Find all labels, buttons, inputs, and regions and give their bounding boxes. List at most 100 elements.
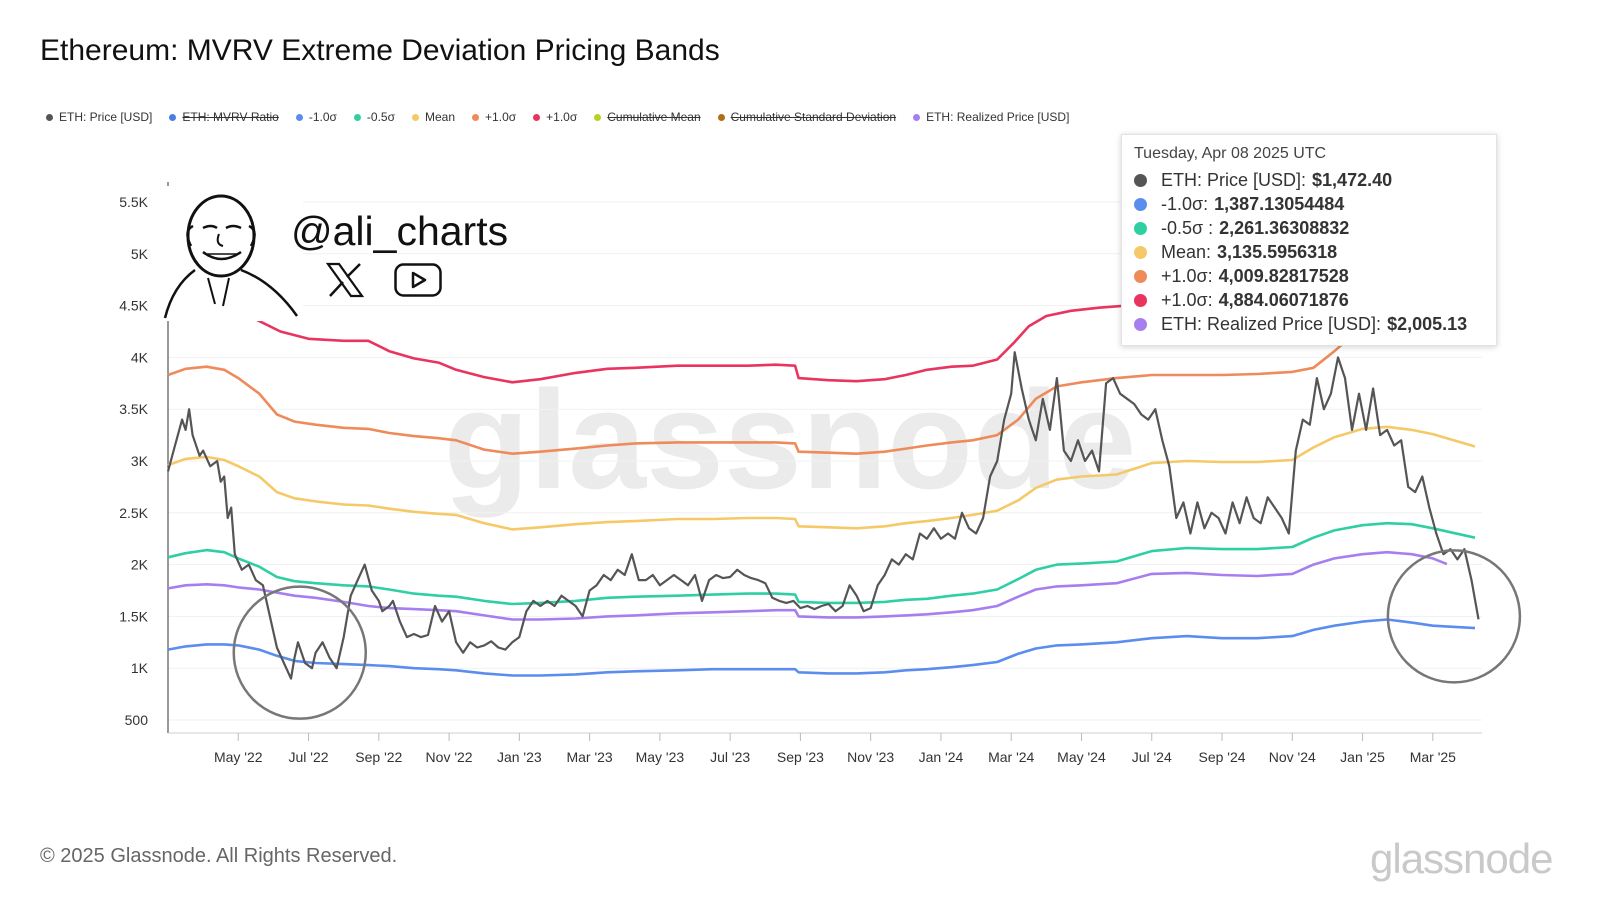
legend-label: ETH: Realized Price [USD] [926,110,1070,124]
tooltip-swatch [1134,317,1147,331]
legend-item[interactable]: +1.0σ [533,110,577,124]
legend-swatch [353,113,361,121]
legend-swatch [169,113,177,121]
x-tick-label: Jan '24 [919,749,964,765]
series-line--1-0- [167,277,1170,384]
series-line--0-5- [167,521,1476,606]
legend-label: Cumulative Standard Deviation [730,110,897,124]
y-tick-label: 4K [131,349,149,365]
x-tick-label: Nov '24 [1269,749,1316,765]
x-tick-label: May '24 [1057,749,1106,765]
tooltip-swatch [1134,293,1147,307]
legend-swatch [472,113,480,121]
legend-item[interactable]: +1.0σ [472,110,516,124]
x-tick-label: May '23 [636,749,685,765]
x-tick-label: Mar '23 [566,749,612,765]
y-tick-label: 3.5K [119,401,148,417]
ali-charts-avatar [163,186,303,326]
x-tick-label: Mar '25 [1410,749,1456,765]
tooltip-row: -0.5σ :2,261.36308832 [1134,216,1484,240]
tooltip-swatch [1134,197,1147,211]
series-line-eth-realized-price-usd- [167,550,1448,621]
legend-item[interactable]: -0.5σ [353,110,396,124]
x-tick-label: Sep '22 [355,749,402,765]
y-tick-label: 3K [131,453,149,469]
copyright-footer: © 2025 Glassnode. All Rights Reserved. [40,845,398,867]
tooltip-label: +1.0σ: [1161,289,1213,310]
tooltip-label: -1.0σ: [1161,193,1209,214]
tooltip-value: 1,387.13054484 [1214,193,1345,214]
tooltip-value: 4,009.82817528 [1218,265,1349,286]
legend-item[interactable]: ETH: Realized Price [USD] [913,110,1069,124]
legend-swatch [295,113,303,121]
tooltip-swatch [1134,221,1147,235]
x-tick-label: Nov '22 [426,749,473,765]
legend-item[interactable]: Cumulative Mean [594,110,701,124]
legend-label: -1.0σ [308,110,337,124]
highlight-circle [1386,549,1522,684]
tooltip-row: +1.0σ: 4,009.82817528 [1134,264,1484,288]
legend-item[interactable]: Mean [412,110,455,124]
tooltip-label: +1.0σ: [1161,265,1213,286]
legend-swatch [717,113,725,121]
x-logo-icon [325,262,365,303]
y-tick-label: 500 [125,712,149,728]
y-tick-label: 2.5K [119,505,148,521]
legend-item[interactable]: ETH: Price [USD] [46,110,152,124]
y-tick-label: 5K [131,246,149,262]
tooltip-value: 3,135.5956318 [1217,241,1338,262]
series-line--1-0- [167,618,1476,677]
youtube-logo-icon [394,263,442,302]
tooltip-row: Mean: 3,135.5956318 [1134,240,1484,264]
chart-legend: ETH: Price [USD] ETH: MVRV Ratio -1.0σ -0.5… [46,110,1086,124]
y-tick-label: 4.5K [119,298,148,314]
tooltip-row: ETH: Price [USD]: $1,472.40 [1134,168,1484,192]
series-line-eth-price-usd- [166,351,1480,680]
data-tooltip: Tuesday, Apr 08 2025 UTC ETH: Price [USD… [1121,134,1497,346]
legend-label: ETH: MVRV Ratio [182,110,279,124]
watermark: glassnode [444,361,1136,518]
tooltip-value: $1,472.40 [1312,169,1393,190]
page-title: Ethereum: MVRV Extreme Deviation Pricing… [40,34,720,67]
x-tick-label: Sep '23 [777,749,824,765]
legend-swatch [913,113,921,121]
glassnode-logo: glassnode [1370,835,1553,882]
x-tick-label: Jan '25 [1340,749,1385,765]
legend-label: Cumulative Mean [607,110,701,124]
tooltip-value: 2,261.36308832 [1219,217,1350,238]
y-tick-label: 2K [131,557,149,573]
y-tick-label: 1K [131,660,149,676]
tooltip-row: +1.0σ: 4,884.06071876 [1134,288,1484,312]
legend-label: Mean [425,110,456,124]
x-tick-label: Mar '24 [988,749,1034,765]
tooltip-swatch [1134,269,1147,283]
x-tick-label: Jan '23 [497,749,542,765]
y-tick-label: 5.5K [119,194,148,210]
tooltip-row: -1.0σ: 1,387.13054484 [1134,192,1484,216]
tooltip-label: Mean: [1161,241,1212,262]
legend-item[interactable]: -1.0σ [295,110,337,124]
tooltip-row: ETH: Realized Price [USD]: $2,005.13 [1134,312,1484,336]
legend-label: +1.0σ [546,110,578,124]
tooltip-label: -0.5σ : [1161,217,1214,238]
x-tick-label: May '22 [214,749,263,765]
highlight-circle [232,585,368,720]
author-handle: @ali_charts [291,208,509,254]
legend-label: -0.5σ [366,110,396,124]
legend-swatch [46,113,53,121]
legend-item[interactable]: ETH: MVRV Ratio [169,110,279,124]
x-tick-label: Jul '23 [710,749,750,765]
x-tick-label: Sep '24 [1198,749,1245,765]
x-tick-label: Jul '22 [289,749,329,765]
x-tick-label: Jul '24 [1132,749,1172,765]
x-tick-label: Nov '23 [847,749,894,765]
y-tick-label: 1.5K [119,608,148,624]
series-line-mean [167,425,1476,531]
legend-swatch [594,113,602,121]
legend-item[interactable]: Cumulative Standard Deviation [717,110,897,124]
series-line--1-0-lower-band- [167,340,1346,455]
legend-swatch [533,113,541,121]
tooltip-swatch [1134,245,1147,259]
tooltip-date: Tuesday, Apr 08 2025 UTC [1134,145,1327,162]
